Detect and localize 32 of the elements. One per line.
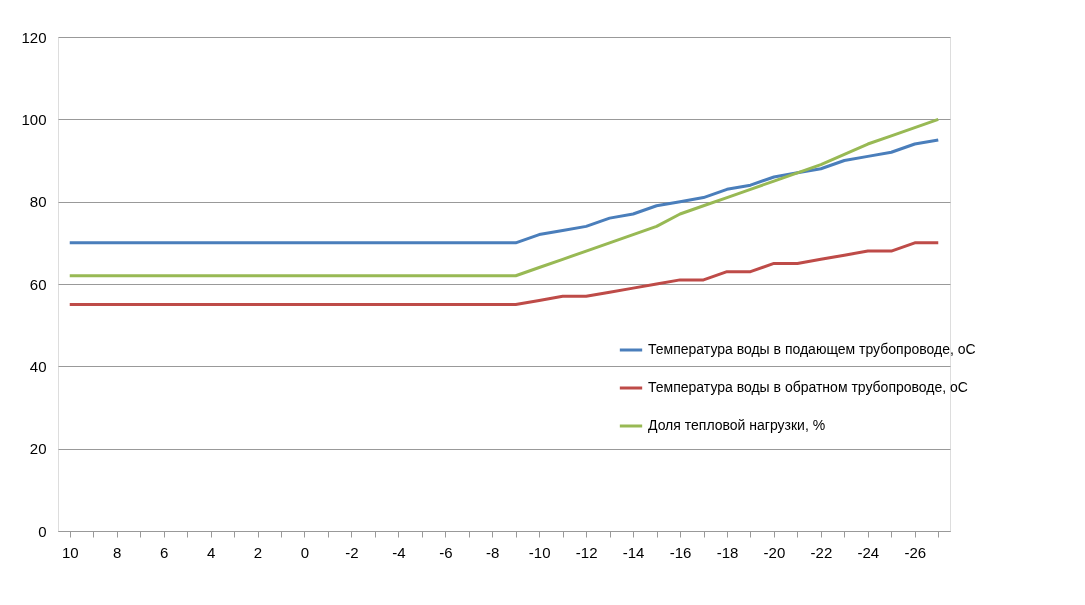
x-tick-label: 10 <box>61 543 79 561</box>
x-tick-label: 8 <box>113 543 122 561</box>
y-tick-label: 80 <box>29 193 47 211</box>
x-tick-label: -4 <box>392 543 406 561</box>
line-series <box>68 241 940 307</box>
x-tick-label: -24 <box>857 543 880 561</box>
x-tick-label: 4 <box>206 543 216 561</box>
x-tick-label: 0 <box>300 543 310 561</box>
x-tick-label: -12 <box>575 543 598 561</box>
x-tick-label: 6 <box>159 543 169 561</box>
legend-label: Температура воды в обратном трубопроводе, оС <box>648 379 968 395</box>
x-tick-label: -6 <box>439 543 453 561</box>
y-tick-label: 60 <box>29 275 47 293</box>
x-tick-label: -8 <box>486 543 500 561</box>
x-tick-label: -26 <box>904 543 927 561</box>
x-tick-label: -14 <box>622 543 645 561</box>
legend-label: Температура воды в подающем трубопроводе, оС <box>648 341 976 357</box>
x-tick-label: -20 <box>763 543 786 561</box>
y-tick-label: 40 <box>29 357 47 375</box>
x-tick-label: 2 <box>253 543 263 561</box>
x-tick-label: -18 <box>716 543 739 561</box>
x-tick-label: -22 <box>810 543 833 561</box>
y-tick-label: 120 <box>21 28 47 46</box>
y-tick-label: 20 <box>29 440 47 458</box>
x-tick-label: -2 <box>345 543 359 561</box>
y-tick-label: 100 <box>21 110 47 128</box>
legend-label: Доля тепловой нагрузки, % <box>648 417 826 433</box>
x-tick-label: -16 <box>669 543 692 561</box>
y-tick-label: 0 <box>38 522 47 540</box>
line-series <box>68 117 940 278</box>
line-series <box>68 138 940 245</box>
x-tick-label: -10 <box>528 543 551 561</box>
